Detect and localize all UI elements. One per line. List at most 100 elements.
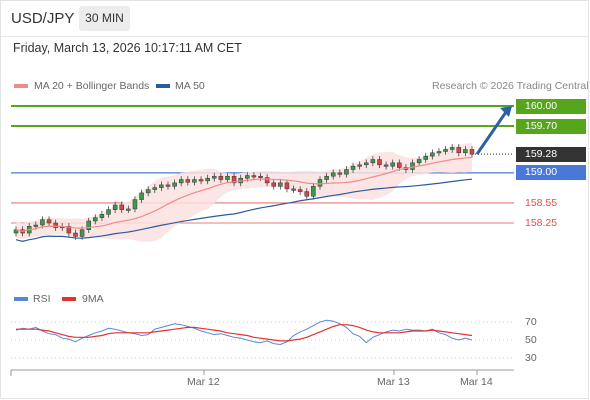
candle-body [311,185,316,197]
candle-body [344,169,349,175]
candle-body [218,175,224,180]
moving-averages [15,156,473,243]
rsi-legend-swatch [14,297,28,301]
candle [330,169,336,180]
candle-body [46,219,52,224]
candle-body [278,182,283,187]
ma50-legend-label: MA 50 [175,80,205,92]
candle-body [79,229,85,237]
candle [377,156,382,169]
candle-body [159,184,164,188]
candle [423,152,428,163]
candle [278,179,283,190]
candle [93,214,98,225]
candle [456,144,462,157]
candle [139,189,144,203]
support-level-label: 158.25 [525,217,558,229]
candle [344,166,349,178]
bollinger-fill [16,143,472,242]
candle [225,172,230,183]
candle-body [106,209,111,215]
candle [430,149,435,160]
candle [390,159,395,170]
candle-body [40,219,45,226]
currency-pair-title: USD/JPY [11,10,75,27]
header-bar: USD/JPY 30 MIN [0,0,589,37]
candle-body [350,165,356,170]
candle [192,176,197,186]
timestamp: Friday, March 13, 2026 10:17:11 AM CET [13,41,242,55]
candle-body [99,214,105,218]
candle [66,223,72,237]
candle-body [463,149,468,154]
x-axis-label: Mar 14 [460,376,493,388]
candle [99,210,105,221]
candle-body [33,224,39,227]
candle-body [397,162,402,168]
candle [178,176,184,187]
candle-body [469,149,475,155]
candle-body [132,199,138,210]
candle-body [377,159,382,166]
ma50-line [15,178,473,243]
rsi-legend-label: RSI [33,293,51,305]
resistance-level-tag: 160.00 [516,98,586,114]
candle [357,161,362,170]
pivot-level-tag: 159.00 [516,165,586,181]
candle-body [357,164,362,167]
candle [112,201,118,213]
candle [324,172,329,183]
candle-body [231,175,237,184]
candle [86,217,91,234]
rsi-axis-label: 70 [525,316,537,328]
candle [231,172,237,187]
candle [132,196,138,213]
ma20-line [15,156,473,232]
candle [364,159,369,169]
timeframe-button[interactable]: 30 MIN [79,6,130,31]
x-axis-label: Mar 13 [377,376,410,388]
candle-body [370,159,376,164]
candle-body [456,147,462,154]
candle-body [423,155,428,160]
candle [46,216,52,227]
candle-body [66,226,72,234]
candle [311,182,316,200]
candle [463,146,468,157]
candle-body [178,179,184,184]
candle [218,172,224,183]
candle-body [126,208,131,211]
candle-body [436,151,442,154]
projection-arrow-head [500,106,512,117]
projection-arrow [475,106,512,155]
candle-body [284,182,290,190]
ma20-legend-swatch [14,84,28,88]
candle [337,169,343,178]
candle [383,161,389,170]
candle [152,184,158,193]
candle-body [225,175,230,180]
candle-body [410,162,415,170]
candle-body [245,175,250,179]
projection-arrow-line [475,111,508,155]
candle [145,186,151,197]
candle-body [330,172,336,177]
candle-body [192,179,197,183]
candle-body [251,175,257,178]
candle-body [337,172,343,175]
candle [212,172,217,182]
candle-body [205,177,210,182]
candle [165,181,171,190]
candle-body [165,184,171,187]
candle-body [416,159,422,164]
candle-body [119,204,124,210]
candle [291,185,296,193]
rsi-line [15,319,473,346]
candle [126,205,131,213]
candle [297,186,303,195]
candle-body [185,179,191,183]
ma9-legend-swatch [62,297,76,301]
candle-body [304,191,310,197]
